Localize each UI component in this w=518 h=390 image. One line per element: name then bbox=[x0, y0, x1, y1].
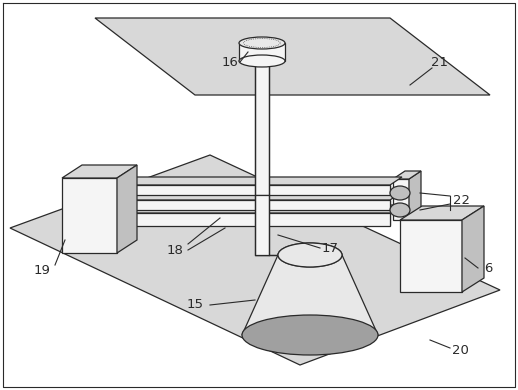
Polygon shape bbox=[239, 43, 285, 61]
Polygon shape bbox=[118, 185, 390, 195]
Text: 18: 18 bbox=[167, 243, 183, 257]
Polygon shape bbox=[118, 213, 390, 225]
Text: 15: 15 bbox=[186, 298, 204, 312]
Polygon shape bbox=[400, 220, 462, 292]
Text: 21: 21 bbox=[431, 55, 449, 69]
Text: 6: 6 bbox=[484, 262, 492, 275]
Ellipse shape bbox=[390, 186, 410, 200]
Polygon shape bbox=[118, 200, 390, 210]
Polygon shape bbox=[118, 177, 402, 185]
Text: 19: 19 bbox=[34, 264, 50, 277]
Text: 16: 16 bbox=[222, 55, 238, 69]
Ellipse shape bbox=[390, 203, 410, 217]
Ellipse shape bbox=[242, 315, 378, 355]
Polygon shape bbox=[118, 185, 390, 195]
Text: 22: 22 bbox=[453, 193, 470, 206]
Polygon shape bbox=[255, 55, 269, 195]
Polygon shape bbox=[118, 205, 402, 213]
Text: 17: 17 bbox=[322, 241, 338, 255]
Polygon shape bbox=[62, 165, 137, 178]
Polygon shape bbox=[242, 255, 378, 335]
Polygon shape bbox=[255, 195, 269, 255]
Polygon shape bbox=[400, 206, 484, 220]
Ellipse shape bbox=[278, 243, 342, 267]
Text: 20: 20 bbox=[452, 344, 468, 356]
Polygon shape bbox=[393, 171, 421, 179]
Polygon shape bbox=[118, 192, 402, 200]
Polygon shape bbox=[118, 200, 390, 210]
Ellipse shape bbox=[239, 55, 285, 67]
Ellipse shape bbox=[239, 37, 285, 49]
Polygon shape bbox=[393, 179, 409, 220]
Polygon shape bbox=[62, 178, 117, 253]
Polygon shape bbox=[117, 165, 137, 253]
Ellipse shape bbox=[278, 243, 342, 267]
Polygon shape bbox=[462, 206, 484, 292]
Polygon shape bbox=[118, 177, 130, 226]
Polygon shape bbox=[10, 155, 500, 365]
Polygon shape bbox=[409, 171, 421, 220]
Polygon shape bbox=[95, 18, 490, 95]
Polygon shape bbox=[118, 213, 390, 226]
